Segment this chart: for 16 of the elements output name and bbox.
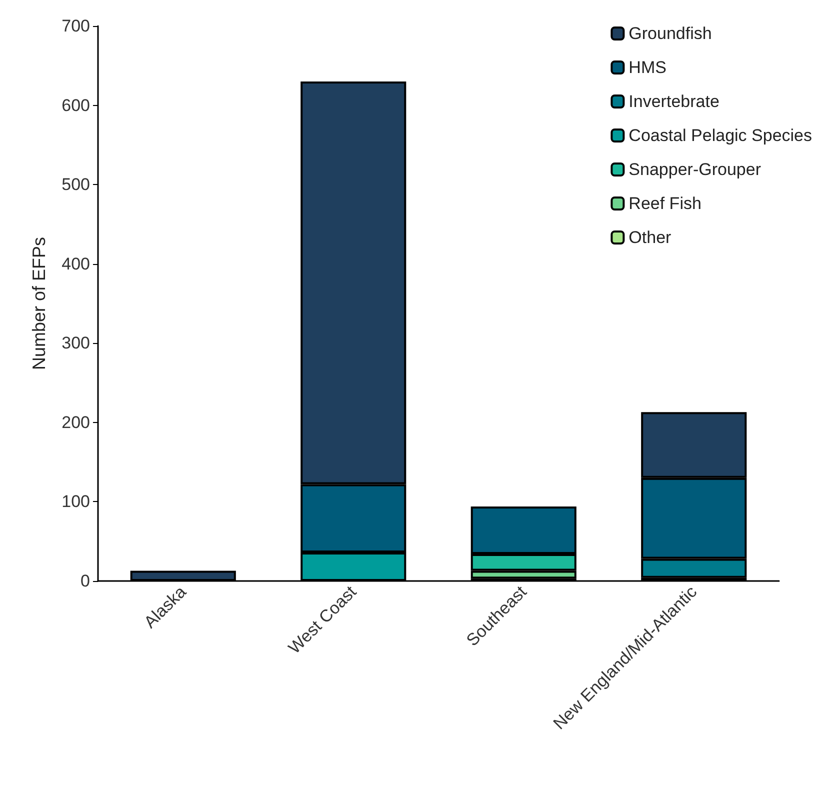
legend-label: Groundfish <box>628 24 712 43</box>
y-tick-label: 0 <box>80 572 90 590</box>
y-axis-title: Number of EFPs <box>29 236 49 370</box>
legend-label: Coastal Pelagic Species <box>628 126 812 145</box>
legend-label: Reef Fish <box>628 194 702 213</box>
legend-label: Other <box>628 228 672 247</box>
legend-label: Invertebrate <box>628 92 720 111</box>
legend-label: Snapper-Grouper <box>628 160 762 179</box>
y-tick-label: 100 <box>62 492 90 512</box>
y-tick-label: 300 <box>62 334 90 353</box>
y-tick-label: 500 <box>62 175 90 194</box>
y-tick-label: 600 <box>62 96 90 115</box>
y-tick-label: 200 <box>62 412 90 432</box>
y-tick-label: 400 <box>62 254 90 274</box>
legend-label: HMS <box>628 58 666 77</box>
y-tick-label: 700 <box>62 16 90 36</box>
